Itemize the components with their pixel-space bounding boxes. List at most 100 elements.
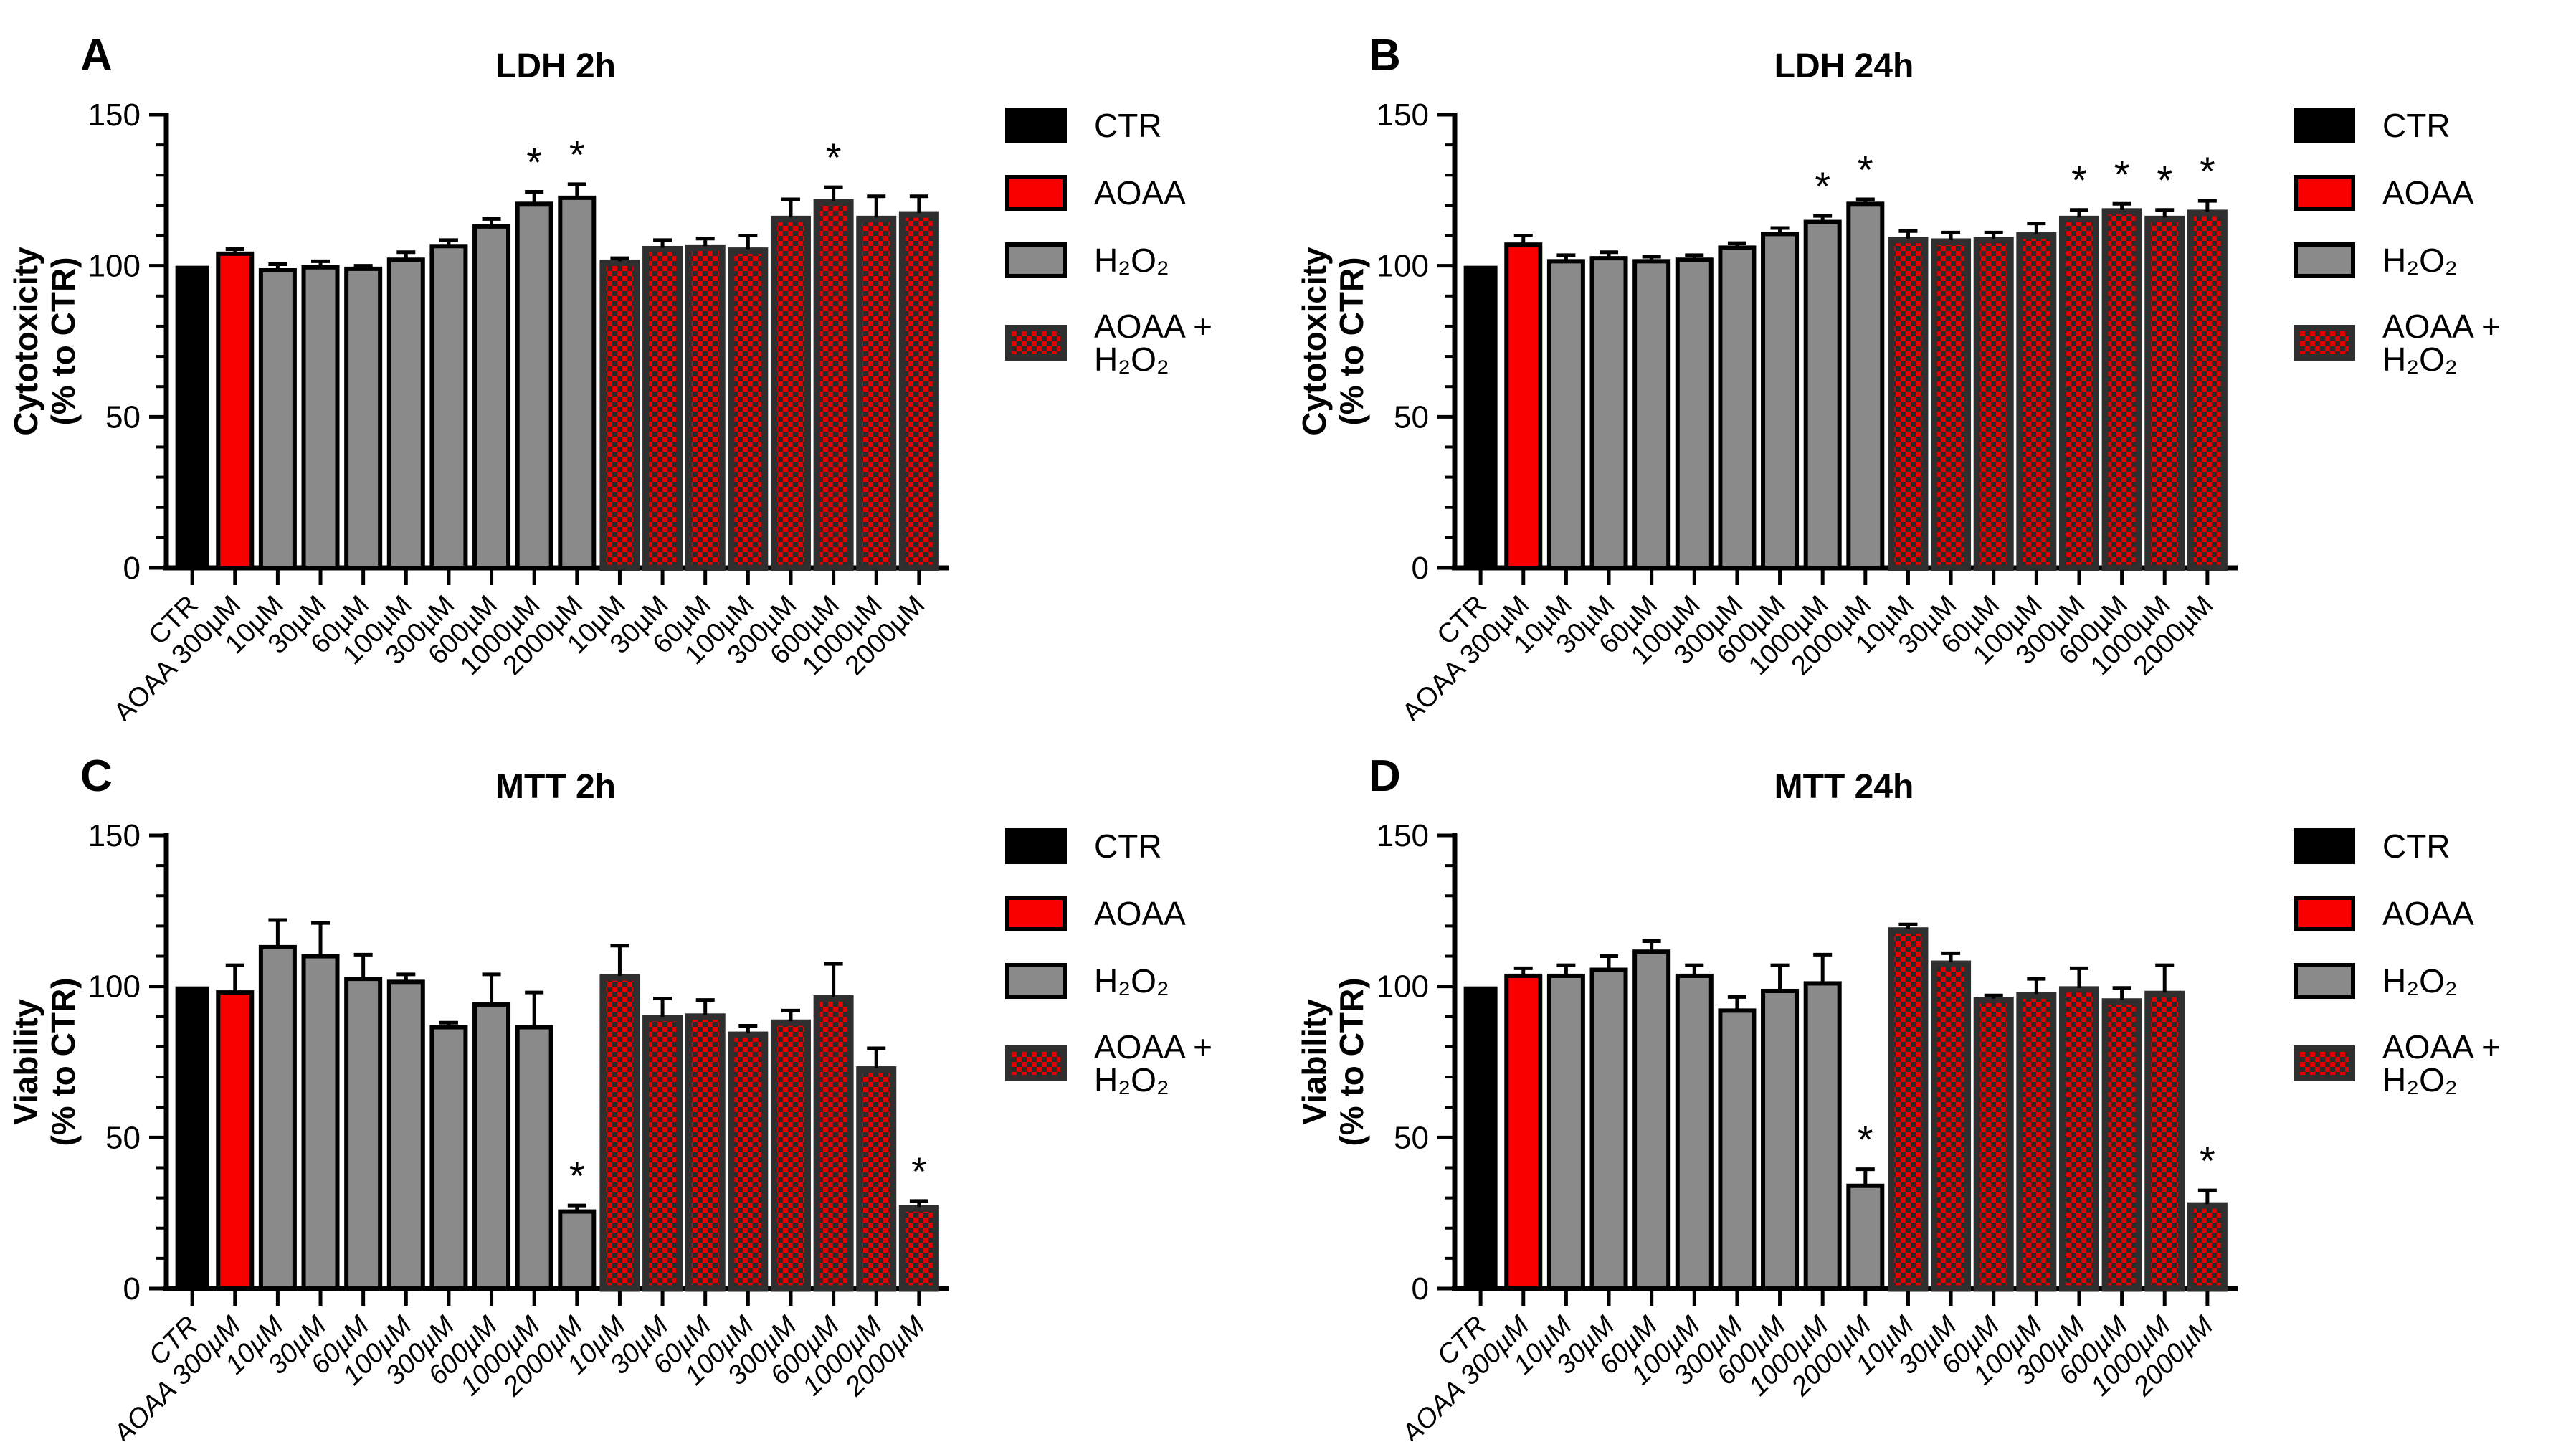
bar-h2o2 [1718,245,1757,570]
bar-h2o2 [472,1002,511,1291]
bar-h2o2 [258,944,297,1291]
significance-asterisk: * [569,1153,585,1198]
y-axis-label-line: Viability [1296,999,1333,1125]
chart-title: MTT 2h [495,768,616,806]
bar-h2o2 [344,977,383,1291]
bar-aoaa-h2o2 [2016,232,2057,571]
y-tick-label: 100 [88,969,141,1005]
y-tick-label: 0 [123,551,141,586]
legend-label: AOAA [2382,174,2474,212]
bar-h2o2 [1718,1008,1757,1291]
legend-label: H₂O₂ [1094,962,1169,1000]
bar-aoaa-h2o2 [642,1015,683,1292]
panel-d: D MTT 24h 0 50 100 150 Viability (% to CTR) CTR A… [1288,721,2576,1442]
y-axis-label-line: (% to CTR) [44,257,82,425]
bar-aoaa-h2o2 [898,211,939,571]
legend-swatch-h2o2 [2294,242,2355,278]
legend-swatch-h2o2 [1005,242,1067,278]
panel-letter: B [1369,31,1401,80]
bar-aoaa-h2o2 [2058,215,2099,571]
legend: CTR AOAA H₂O₂ AOAA + H₂O₂ [2294,828,2576,1096]
legend-item-h2o2: H₂O₂ [1005,242,1288,278]
legend-item-aoaa: AOAA [1005,175,1288,211]
significance-asterisk: * [2114,151,2130,196]
significance-asterisk: * [569,132,585,177]
legend-item-aoaa: AOAA [2294,896,2576,931]
bar-aoaa-h2o2 [1931,238,1972,571]
bar-aoaa [1504,973,1543,1291]
y-tick-label: 50 [1394,1120,1429,1155]
chart-title: LDH 24h [1774,47,1914,85]
y-tick-label: 0 [1412,551,1429,586]
y-tick-label: 0 [123,1271,141,1306]
legend: CTR AOAA H₂O₂ AOAA + H₂O₂ [2294,108,2576,376]
bar-aoaa-h2o2 [728,1031,769,1292]
legend-item-aoaa-h2o2: AOAA + H₂O₂ [1005,1030,1288,1096]
legend-swatch-aoaa [2294,175,2355,211]
y-tick-label: 150 [1377,98,1429,133]
bar-aoaa-h2o2 [856,215,897,571]
bar-aoaa-h2o2 [1973,997,2014,1292]
bar-aoaa-h2o2 [813,199,854,571]
legend-item-aoaa-h2o2: AOAA + H₂O₂ [2294,1030,2576,1096]
bar-h2o2 [386,979,425,1291]
chart-title: LDH 2h [495,47,616,85]
y-axis-label-line: Cytotoxicity [1296,247,1333,436]
bar-ctr [1463,986,1498,1289]
y-axis-label-line: Cytotoxicity [7,247,44,436]
significance-asterisk: * [826,135,842,180]
panel-letter: D [1369,751,1401,801]
legend-item-aoaa-h2o2: AOAA + H₂O₂ [2294,310,2576,376]
bar-aoaa-h2o2 [685,244,726,571]
bar-aoaa-h2o2 [2101,998,2142,1292]
y-tick-label: 50 [105,1120,141,1155]
legend: CTR AOAA H₂O₂ AOAA + H₂O₂ [1005,108,1288,376]
bar-h2o2 [386,257,425,570]
bar-aoaa [216,251,255,570]
bar-ctr [175,986,209,1289]
y-tick-label: 50 [1394,399,1429,435]
bar-aoaa-h2o2 [728,247,769,571]
bar-aoaa-h2o2 [856,1066,897,1292]
legend-item-aoaa-h2o2: AOAA + H₂O₂ [1005,310,1288,376]
y-tick-label: 0 [1412,1271,1429,1306]
bar-h2o2 [1589,256,1628,570]
legend-label: AOAA + H₂O₂ [2382,1028,2501,1099]
bar-h2o2 [301,265,340,570]
bar-aoaa-h2o2 [642,245,683,571]
bar-aoaa-h2o2 [2187,1202,2228,1292]
bar-aoaa-h2o2 [770,1019,811,1292]
bar-h2o2 [1632,949,1671,1291]
legend-item-aoaa: AOAA [1005,896,1288,931]
legend-label: AOAA + H₂O₂ [2382,308,2501,378]
bar-h2o2 [1675,973,1714,1291]
legend-item-h2o2: H₂O₂ [2294,242,2576,278]
legend-label: AOAA [1094,174,1186,212]
bar-aoaa [1504,242,1543,570]
legend-swatch-ctr [1005,108,1067,143]
legend-item-h2o2: H₂O₂ [2294,963,2576,999]
panel-letter: C [80,751,113,801]
bar-h2o2 [1546,973,1585,1291]
panel-b: B LDH 24h 0 50 100 150 Cytotoxicity (% to CTR) C… [1288,0,2576,721]
legend-swatch-aoaa-h2o2 [1005,325,1067,361]
y-tick-label: 100 [1377,969,1429,1005]
bar-aoaa-h2o2 [770,215,811,571]
legend-label: CTR [2382,107,2451,144]
y-axis-label-line: (% to CTR) [44,977,82,1146]
y-tick-label: 100 [1377,249,1429,284]
y-axis-label-line: Viability [7,999,44,1125]
legend-label: CTR [1094,827,1162,865]
legend-swatch-aoaa-h2o2 [1005,1045,1067,1081]
bar-aoaa-h2o2 [1888,237,1929,571]
bar-aoaa [216,990,255,1291]
significance-asterisk: * [2200,148,2215,194]
legend-label: CTR [1094,107,1162,144]
bar-h2o2 [1761,988,1800,1291]
bar-aoaa-h2o2 [599,259,640,571]
legend-label: AOAA + H₂O₂ [1094,308,1212,378]
